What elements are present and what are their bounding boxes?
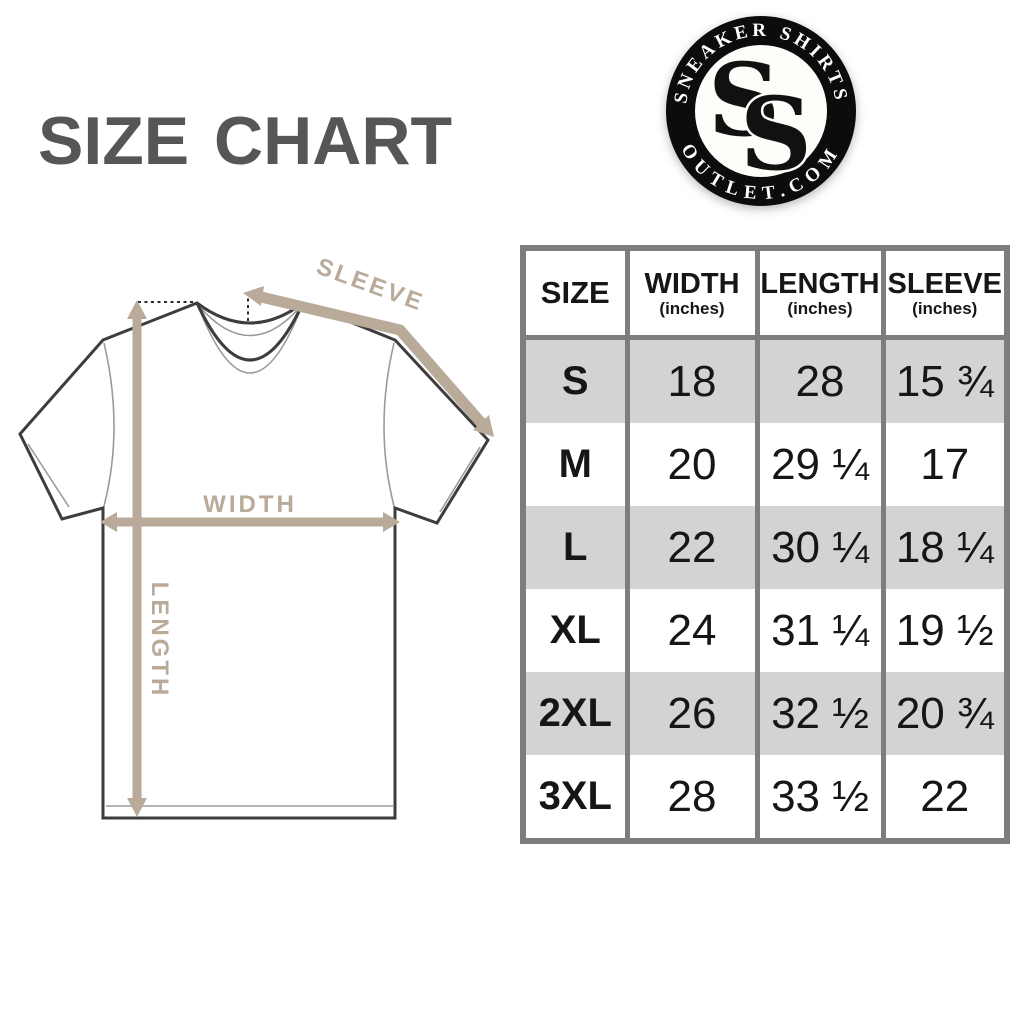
table-row: 3XL 28 33 ½ 22 <box>520 755 1010 841</box>
header-sleeve: SLEEVE (inches) <box>880 248 1010 340</box>
tshirt-seam-lines <box>27 302 481 807</box>
cell-sleeve: 19 ½ <box>880 589 1010 672</box>
sleeve-arrow <box>243 286 494 437</box>
cell-sleeve: 15 ¾ <box>880 337 1010 423</box>
length-label: LENGTH <box>146 582 173 699</box>
table-row: XL 24 31 ¼ 19 ½ <box>520 589 1010 672</box>
tshirt-outline <box>18 301 490 820</box>
cell-width: 18 <box>624 337 760 423</box>
table-row: 2XL 26 32 ½ 20 ¾ <box>520 672 1010 755</box>
header-length: LENGTH (inches) <box>754 248 886 340</box>
cell-size: M <box>520 423 630 506</box>
monogram-s2: S <box>740 75 812 193</box>
cell-width: 28 <box>624 755 760 841</box>
width-label: WIDTH <box>203 491 297 518</box>
cell-length: 31 ¼ <box>754 589 886 672</box>
cell-length: 32 ½ <box>754 672 886 755</box>
cell-sleeve: 18 ¼ <box>880 506 1010 589</box>
cell-sleeve: 17 <box>880 423 1010 506</box>
guide-dotted-lines <box>138 292 249 321</box>
cell-width: 24 <box>624 589 760 672</box>
size-chart-table: SIZE WIDTH (inches) LENGTH (inches) SLEE… <box>520 245 1010 844</box>
page-title: SIZE CHART <box>38 103 452 179</box>
monogram-s1: S <box>708 41 780 159</box>
cell-sleeve: 22 <box>880 755 1010 841</box>
length-arrow <box>127 300 147 817</box>
header-width: WIDTH (inches) <box>624 248 760 340</box>
table-header-row: SIZE WIDTH (inches) LENGTH (inches) SLEE… <box>520 248 1010 340</box>
width-arrow <box>100 512 400 532</box>
logo-ss-monogram-icon: S S <box>708 41 815 196</box>
table-row: M 20 29 ¼ 17 <box>520 423 1010 506</box>
cell-size: 3XL <box>520 755 630 841</box>
sleeve-label: SLEEVE <box>313 253 428 317</box>
cell-width: 22 <box>624 506 760 589</box>
cell-length: 30 ¼ <box>754 506 886 589</box>
cell-length: 28 <box>754 337 886 423</box>
table-row: L 22 30 ¼ 18 ¼ <box>520 506 1010 589</box>
logo-inner-circle <box>695 45 827 177</box>
cell-size: L <box>520 506 630 589</box>
cell-width: 26 <box>624 672 760 755</box>
cell-width: 20 <box>624 423 760 506</box>
collar-line <box>195 302 305 362</box>
cell-size: XL <box>520 589 630 672</box>
cell-length: 33 ½ <box>754 755 886 841</box>
header-size: SIZE <box>520 248 630 340</box>
tshirt-measurement-diagram: WIDTH LENGTH SLEEVE <box>18 253 494 820</box>
table-row: S 18 28 15 ¾ <box>520 337 1010 423</box>
cell-sleeve: 20 ¾ <box>880 672 1010 755</box>
cell-length: 29 ¼ <box>754 423 886 506</box>
sneaker-shirts-outlet-logo-icon: SNEAKER SHIRTS OUTLET.COM S S <box>666 16 856 206</box>
cell-size: 2XL <box>520 672 630 755</box>
cell-size: S <box>520 337 630 423</box>
